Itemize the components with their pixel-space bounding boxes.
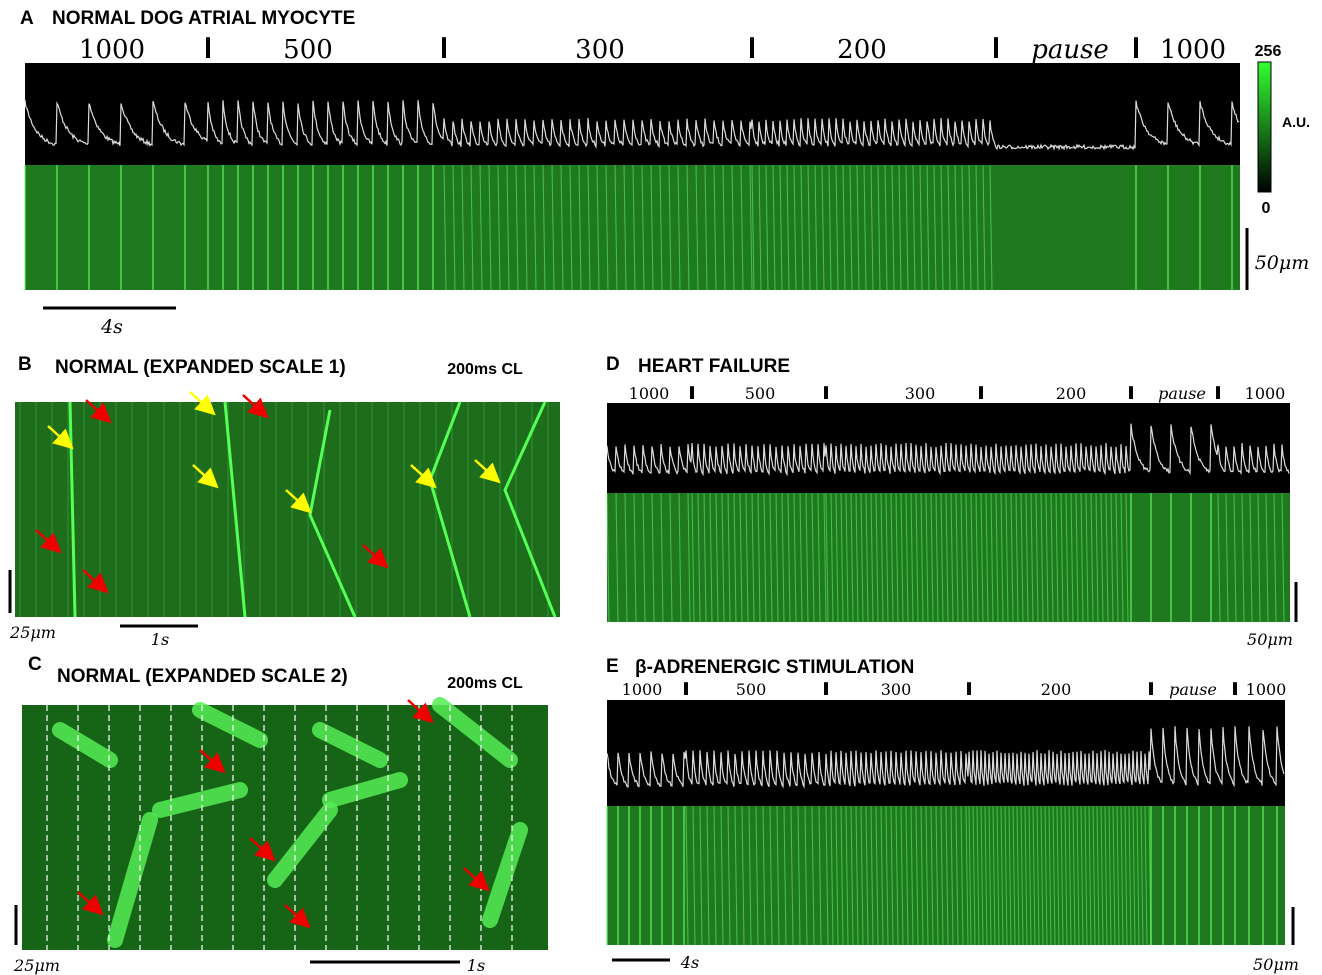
panel-note: 200ms CL: [447, 675, 523, 692]
segment-label: 300: [905, 384, 936, 403]
scale-label: 1s: [151, 630, 169, 649]
panel-letter: A: [20, 8, 34, 29]
segment-marker: [824, 682, 828, 695]
segment-marker: [979, 386, 983, 399]
segment-label: 1000: [1245, 384, 1286, 403]
panel-letter: C: [28, 654, 42, 675]
segment-marker: [1233, 682, 1237, 695]
segment-label: 1000: [1160, 35, 1226, 65]
panel-title: β-ADRENERGIC STIMULATION: [635, 657, 914, 678]
colorbar-unit: A.U.: [1282, 114, 1310, 130]
colorbar-min: 0: [1262, 200, 1271, 217]
segment-label: 1000: [622, 680, 663, 699]
segment-label: 300: [575, 35, 625, 65]
panel-letter: B: [18, 354, 32, 375]
segment-label: pause: [1169, 680, 1217, 699]
scale-label: 50μm: [1255, 252, 1310, 274]
scale-label: 50μm: [1253, 955, 1299, 974]
segment-label: 300: [881, 680, 912, 699]
scale-label: 1s: [467, 956, 485, 975]
segment-label: pause: [1031, 35, 1109, 65]
colorbar-max: 256: [1255, 43, 1282, 60]
segment-marker: [1216, 386, 1220, 399]
segment-marker: [684, 682, 688, 695]
segment-marker: [994, 37, 998, 58]
scale-label: 4s: [100, 316, 123, 338]
segment-marker: [1149, 682, 1153, 695]
segment-label: 1000: [1246, 680, 1287, 699]
panel-note: 200ms CL: [447, 361, 523, 378]
scale-label: 25μm: [9, 623, 56, 642]
segment-label: pause: [1158, 384, 1206, 403]
segment-marker: [442, 37, 446, 58]
figure: A NORMAL DOG ATRIAL MYOCYTE 1000 500 300 200 p…: [0, 0, 1322, 975]
panel-title: NORMAL (EXPANDED SCALE 1): [55, 357, 346, 378]
segment-label: 1000: [629, 384, 670, 403]
segment-marker: [206, 37, 210, 58]
segment-label: 200: [1056, 384, 1087, 403]
segment-label: 500: [745, 384, 776, 403]
scale-label: 4s: [680, 953, 699, 972]
segment-marker: [750, 37, 754, 58]
segment-label: 500: [736, 680, 767, 699]
panel-title: NORMAL DOG ATRIAL MYOCYTE: [52, 8, 355, 29]
scale-label: 50μm: [1247, 630, 1293, 649]
segment-marker: [1134, 37, 1138, 58]
colorbar: [1258, 62, 1271, 192]
segment-marker: [1129, 386, 1133, 399]
segment-label: 200: [1041, 680, 1072, 699]
segment-marker: [967, 682, 971, 695]
panel-letter: E: [606, 656, 619, 677]
panel-letter: D: [606, 354, 620, 375]
segment-marker: [824, 386, 828, 399]
scale-label: 25μm: [13, 956, 60, 975]
segment-label: 1000: [79, 35, 145, 65]
panel-title: HEART FAILURE: [638, 356, 790, 377]
segment-marker: [690, 386, 694, 399]
panel-title: NORMAL (EXPANDED SCALE 2): [57, 666, 348, 687]
segment-label: 200: [837, 35, 887, 65]
linescan-image: [607, 493, 1290, 622]
segment-label: 500: [283, 35, 333, 65]
linescan-image: [22, 705, 548, 950]
linescan-image: [15, 402, 560, 617]
